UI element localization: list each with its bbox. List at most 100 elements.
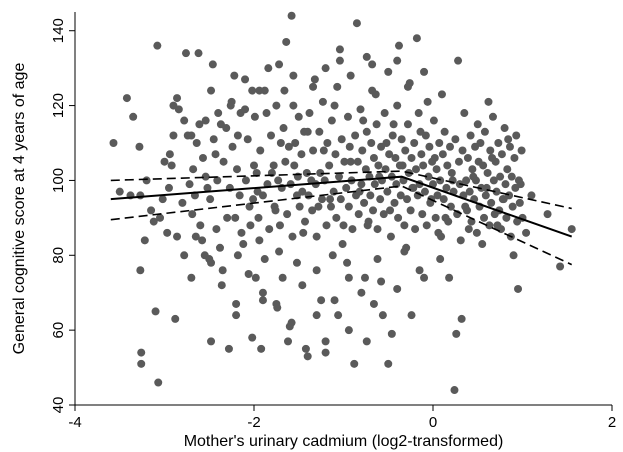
data-point [376, 195, 385, 204]
data-point [275, 221, 284, 230]
data-point [401, 146, 410, 155]
data-point [417, 150, 426, 159]
data-point [330, 296, 339, 305]
y-tick-label: 80 [50, 247, 67, 264]
data-point [194, 49, 203, 58]
data-point [504, 135, 513, 144]
data-point [373, 255, 382, 264]
data-point [223, 213, 232, 222]
data-point [236, 109, 245, 118]
data-point [187, 131, 196, 140]
data-point [505, 191, 514, 200]
data-point [241, 176, 250, 185]
fit-lines-layer [110, 170, 573, 266]
data-point [265, 225, 274, 234]
data-point [476, 139, 485, 147]
data-point [288, 232, 297, 241]
data-point [250, 112, 259, 121]
data-point [353, 157, 362, 166]
y-axis-title: General cognitive score at 4 years of ag… [11, 63, 28, 355]
data-point [109, 139, 118, 147]
data-point [304, 191, 313, 200]
data-point [318, 195, 327, 204]
data-point [289, 101, 298, 110]
data-point [407, 153, 416, 162]
data-point [366, 191, 375, 200]
data-point [370, 180, 379, 189]
data-point [160, 157, 169, 166]
x-tick-label: -4 [68, 414, 81, 431]
data-point [369, 206, 378, 215]
data-point [158, 195, 167, 204]
data-point [173, 232, 182, 241]
data-point [471, 176, 480, 185]
data-point [406, 206, 415, 215]
data-point [357, 180, 366, 189]
data-point [458, 146, 467, 155]
data-point [312, 311, 321, 320]
data-point [142, 176, 151, 185]
data-point [333, 82, 342, 91]
data-point [164, 183, 173, 192]
data-point [403, 120, 412, 129]
data-point [224, 344, 233, 353]
data-point [508, 202, 517, 211]
data-point [283, 210, 292, 219]
data-point [377, 142, 386, 151]
data-point [354, 210, 363, 219]
data-point [215, 243, 224, 252]
data-point [180, 116, 189, 125]
data-point [363, 221, 372, 230]
data-point [201, 116, 210, 125]
data-point [248, 333, 257, 342]
data-point [350, 359, 359, 368]
data-point [447, 168, 456, 177]
data-point [440, 127, 449, 136]
data-point [384, 359, 393, 368]
data-point [497, 150, 506, 159]
data-point [511, 183, 520, 192]
data-point [233, 131, 242, 140]
data-point [485, 221, 494, 230]
data-point [249, 195, 258, 204]
data-point [169, 131, 178, 140]
data-point [258, 296, 267, 305]
data-point [388, 131, 397, 140]
data-point [206, 195, 215, 204]
data-point [270, 202, 279, 211]
data-point [480, 127, 489, 136]
data-point [219, 157, 228, 166]
data-point [147, 206, 156, 215]
data-point [196, 221, 205, 230]
data-point [335, 56, 344, 65]
data-point [397, 135, 406, 144]
data-point [275, 247, 284, 256]
data-point [338, 240, 347, 249]
data-point [173, 94, 182, 103]
data-point [368, 86, 377, 95]
data-point [232, 165, 241, 174]
data-point [209, 135, 218, 144]
y-tick-label: 100 [50, 168, 67, 193]
data-point [207, 258, 216, 267]
data-point [400, 221, 409, 230]
data-point [298, 281, 307, 290]
data-point [237, 228, 246, 237]
data-point [233, 251, 242, 260]
data-point [460, 109, 469, 118]
data-point [393, 284, 402, 293]
data-point [420, 67, 429, 76]
data-point [255, 86, 264, 95]
data-point [383, 187, 392, 196]
data-point [135, 142, 144, 151]
data-point [272, 299, 281, 308]
data-point [298, 187, 307, 196]
data-point [483, 168, 492, 177]
data-point [468, 165, 477, 174]
data-point [374, 161, 383, 170]
data-point [325, 161, 334, 170]
data-point [466, 131, 475, 140]
data-point [287, 318, 296, 327]
data-point [326, 195, 335, 204]
data-point [343, 258, 352, 267]
